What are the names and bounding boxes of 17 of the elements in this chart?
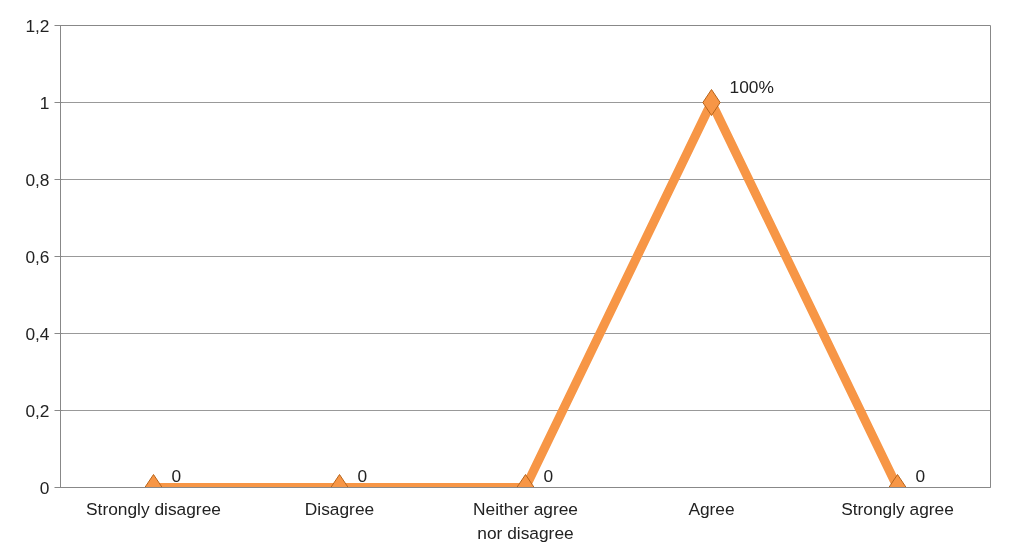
y-tick-label: 1 xyxy=(39,92,50,113)
data-label: 100% xyxy=(729,76,774,97)
y-tick-label: 0,2 xyxy=(25,400,50,421)
x-tick-label: Agree xyxy=(688,498,735,519)
y-tick-label: 1,2 xyxy=(25,15,50,36)
y-tick-label: 0,8 xyxy=(25,169,50,190)
data-label: 0 xyxy=(171,465,182,486)
x-tick-label: Strongly agree xyxy=(841,498,954,519)
x-tick-label: Strongly disagree xyxy=(86,498,221,519)
data-label: 0 xyxy=(915,465,926,486)
y-tick-label: 0,4 xyxy=(25,323,50,344)
data-label: 0 xyxy=(357,465,368,486)
x-tick-label: Disagree xyxy=(304,498,375,519)
data-label: 0 xyxy=(543,465,554,486)
x-tick-label: Neither agree nor disagree xyxy=(473,498,578,543)
y-tick-label: 0 xyxy=(39,477,50,498)
y-tick-label: 0,6 xyxy=(25,246,50,267)
